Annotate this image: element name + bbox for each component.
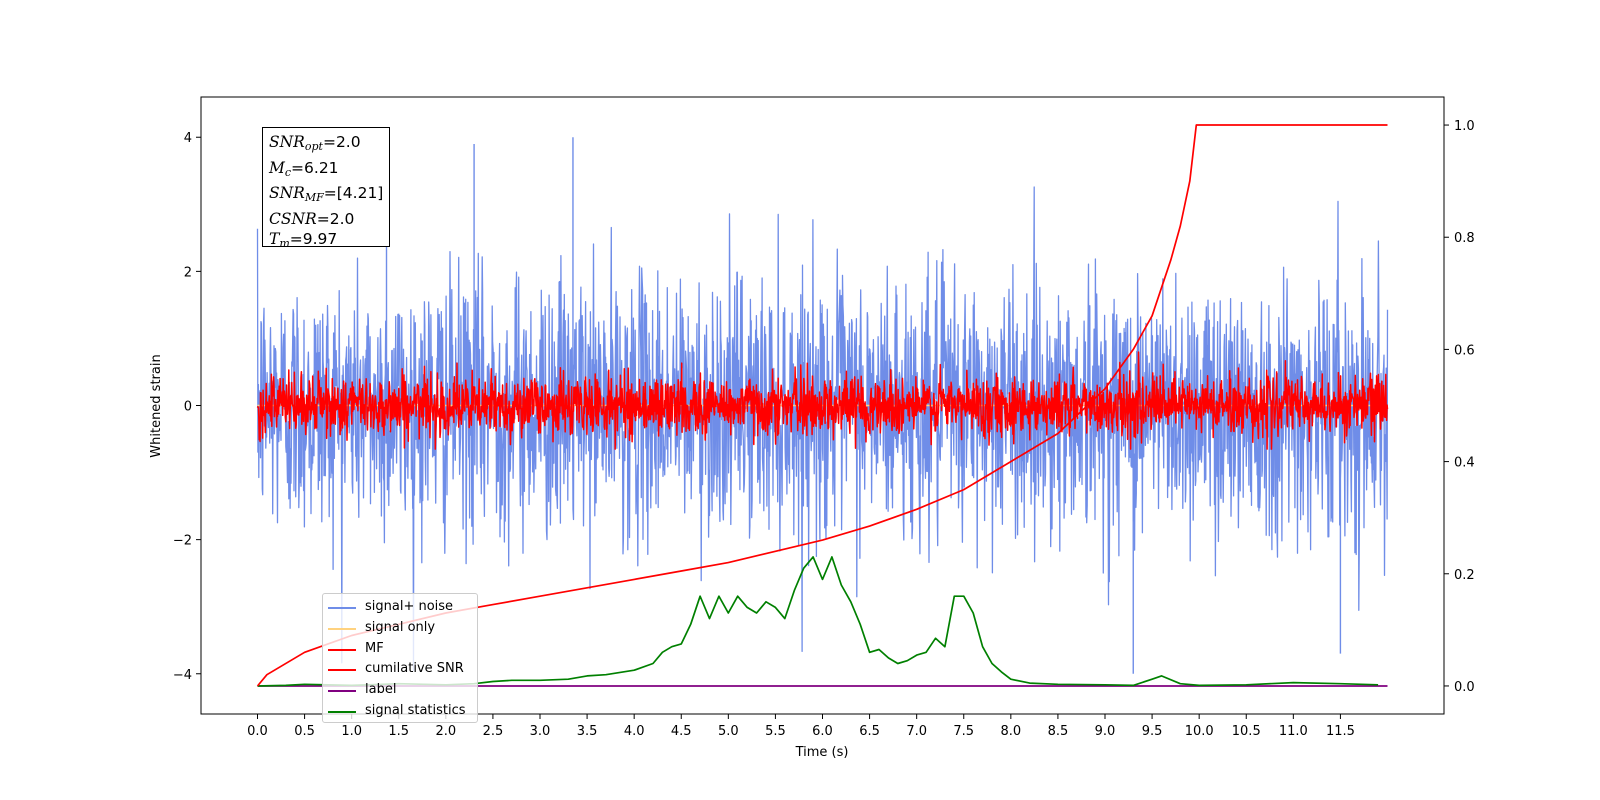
legend-swatch — [328, 627, 356, 630]
legend-swatch — [328, 607, 356, 609]
y-tick-label: 4 — [184, 131, 192, 146]
legend-swatch — [328, 648, 356, 651]
x-axis-label: Time (s) — [795, 745, 849, 760]
y-tick-label: −2 — [173, 534, 192, 549]
annotation-snr-opt: SNRopt=2.0 — [269, 133, 361, 153]
series-signal-noise-line — [256, 186, 1389, 672]
x-tick-label: 3.0 — [530, 724, 551, 739]
legend-item-signal-statistics: signal statistics — [323, 701, 477, 722]
y-axis-label: Whitened strain — [149, 354, 164, 457]
x-tick-label: 10.5 — [1232, 724, 1261, 739]
x-tick-label: 0.5 — [294, 724, 315, 739]
legend-item-signal-only: signal only — [323, 618, 477, 639]
series-signal-statistics-line — [257, 556, 1379, 687]
y2-tick-label: 0.0 — [1454, 680, 1475, 695]
y2-tick-label: 0.6 — [1454, 343, 1475, 358]
y-ticks: 4 2 0 −2 −4 — [173, 131, 201, 683]
x-tick-label: 8.0 — [1000, 724, 1021, 739]
x-tick-label: 11.5 — [1326, 724, 1355, 739]
x-tick-label: 3.5 — [577, 724, 598, 739]
x-tick-label: 5.0 — [718, 724, 739, 739]
annotation-snr-mf: SNRMF=[4.21] — [269, 184, 384, 205]
x-tick-label: 7.0 — [906, 724, 927, 739]
x-tick-label: 9.5 — [1142, 724, 1163, 739]
x-tick-label: 2.5 — [483, 724, 504, 739]
x-tick-label: 4.5 — [671, 724, 692, 739]
y-tick-label: 0 — [184, 400, 192, 415]
x-tick-label: 6.0 — [812, 724, 833, 739]
x-tick-label: 6.5 — [859, 724, 880, 739]
x-tick-label: 5.5 — [765, 724, 786, 739]
y2-tick-label: 1.0 — [1454, 119, 1475, 134]
legend-item-mf: MF — [323, 639, 477, 660]
y-tick-label: −4 — [173, 668, 192, 683]
series-mf-line — [256, 351, 1389, 450]
legend-swatch — [328, 690, 356, 693]
y2-tick-label: 0.2 — [1454, 568, 1475, 583]
noise-layer — [256, 127, 1389, 674]
annotation-merger-time: Tm=9.97 — [269, 230, 338, 251]
x-tick-label: 10.0 — [1185, 724, 1214, 739]
x-tick-label: 8.5 — [1048, 724, 1069, 739]
x-tick-label: 0.0 — [247, 724, 268, 739]
y2-tick-label: 0.8 — [1454, 231, 1475, 246]
annotation-chirp-mass: Mc=6.21 — [269, 158, 339, 179]
x-tick-label: 1.0 — [341, 724, 362, 739]
annotation-csnr: CSNR=2.0 — [269, 209, 355, 228]
y2-ticks: 1.0 0.8 0.6 0.4 0.2 0.0 — [1444, 119, 1475, 695]
legend-swatch — [328, 710, 356, 713]
x-tick-label: 4.0 — [624, 724, 645, 739]
legend-item-cumulative-snr: cumilative SNR — [323, 659, 477, 680]
x-tick-label: 2.0 — [435, 724, 456, 739]
legend-swatch — [328, 669, 356, 672]
x-tick-label: 7.5 — [953, 724, 974, 739]
y-tick-label: 2 — [184, 265, 192, 280]
annotation-box: SNRopt=2.0 Mc=6.21 SNRMF=[4.21] CSNR=2.0… — [262, 127, 390, 250]
legend-item-signal-noise: signal+ noise — [323, 597, 477, 618]
x-ticks: 0.0 0.5 1.0 1.5 2.0 2.5 3.0 3.5 4.0 4.5 5.0 5.5 6.0 6… — [247, 714, 1355, 739]
legend: signal+ noise signal only MF cumilative … — [322, 593, 478, 723]
x-tick-label: 9.0 — [1095, 724, 1116, 739]
y2-tick-label: 0.4 — [1454, 456, 1475, 471]
x-tick-label: 11.0 — [1279, 724, 1308, 739]
legend-item-label: label — [323, 680, 477, 701]
x-tick-label: 1.5 — [388, 724, 409, 739]
